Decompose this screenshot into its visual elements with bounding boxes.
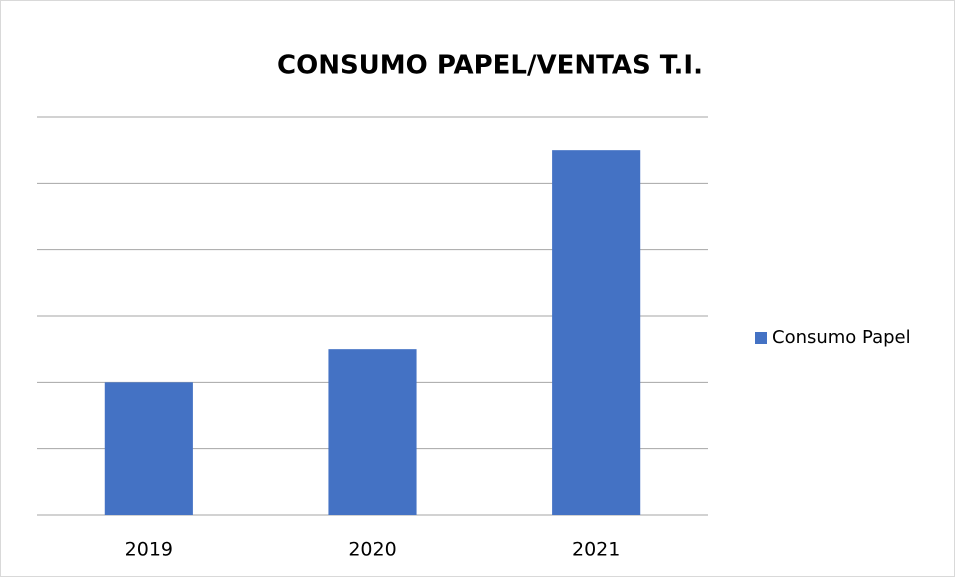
bar bbox=[104, 382, 193, 515]
bar bbox=[552, 150, 641, 515]
chart-title: CONSUMO PAPEL/VENTAS T.I. bbox=[277, 51, 703, 81]
x-tick-label: 2021 bbox=[572, 539, 620, 561]
bar bbox=[328, 349, 417, 515]
legend-label: Consumo Papel bbox=[772, 327, 911, 348]
legend-swatch bbox=[755, 332, 767, 344]
x-tick-label: 2019 bbox=[125, 539, 173, 561]
x-tick-label: 2020 bbox=[348, 539, 396, 561]
